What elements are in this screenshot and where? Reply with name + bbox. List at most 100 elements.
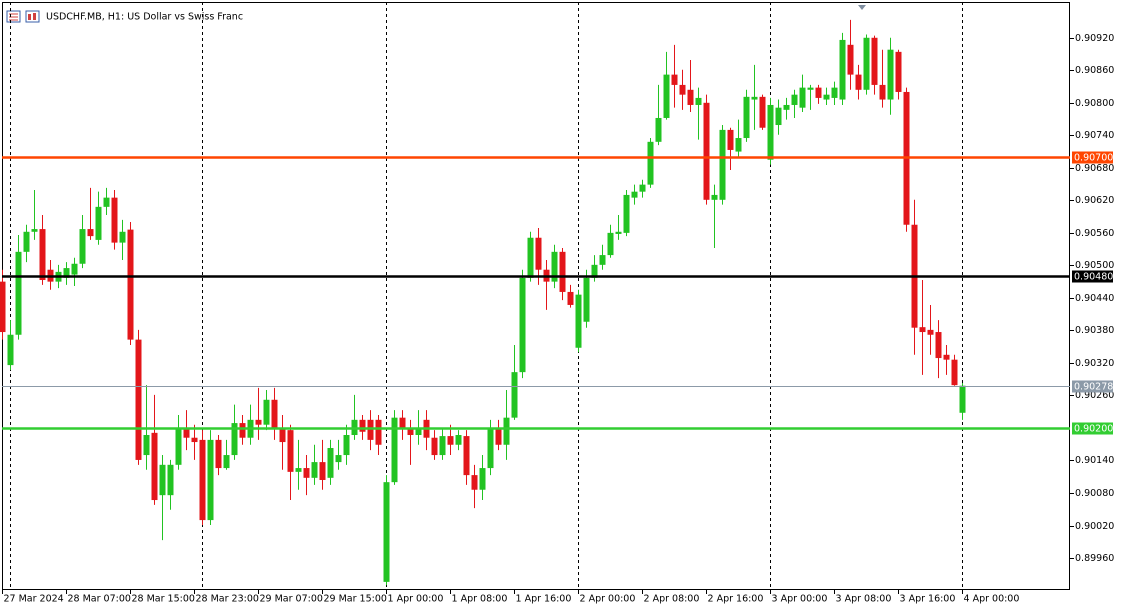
candle-body	[735, 138, 742, 152]
candle-body	[791, 94, 798, 105]
candle-body	[167, 464, 174, 496]
candle-body	[127, 229, 134, 340]
candle-body	[591, 264, 598, 278]
candle-body	[223, 455, 230, 469]
y-tick-label: 0.90680	[1075, 163, 1114, 174]
candle-body	[463, 436, 470, 476]
candle-body	[751, 96, 758, 100]
candle-body	[367, 419, 374, 440]
x-tick-label: 2 Apr 00:00	[580, 594, 636, 605]
candle-body	[327, 448, 334, 478]
candle-body	[359, 419, 366, 432]
candle-body	[783, 104, 790, 110]
candle-body	[871, 37, 878, 85]
candle-body	[319, 462, 326, 480]
y-tick-label: 0.90620	[1075, 195, 1114, 206]
level-label: 0.90700	[1074, 153, 1113, 164]
candle-body	[615, 231, 622, 234]
y-tick-label: 0.90320	[1075, 358, 1114, 369]
candle-body	[335, 455, 342, 463]
candle-body	[519, 277, 526, 373]
candle-body	[263, 399, 270, 425]
candle-body	[599, 255, 606, 265]
candle-body	[623, 194, 630, 233]
candle-body	[279, 427, 286, 443]
y-tick-label: 0.90080	[1075, 488, 1114, 499]
candle-body	[631, 191, 638, 198]
level-label: 0.90200	[1074, 424, 1113, 435]
candle-body	[111, 197, 118, 243]
level-label: 0.90278	[1074, 382, 1113, 393]
candle-body	[255, 419, 262, 425]
candle-body	[799, 87, 806, 108]
candle-body	[863, 37, 870, 90]
candle-body	[711, 194, 718, 200]
x-tick-label: 29 Mar 07:00	[260, 594, 323, 605]
candle-body	[607, 232, 614, 256]
candle-body	[959, 385, 966, 413]
candle-body	[479, 468, 486, 490]
level-label-box	[1072, 270, 1113, 283]
candle-body	[455, 435, 462, 445]
candle-body	[687, 89, 694, 105]
y-tick-label: 0.90740	[1075, 130, 1114, 141]
candle-body	[239, 423, 246, 438]
candle-body	[823, 94, 830, 100]
candle-body	[87, 229, 94, 237]
candle-body	[95, 206, 102, 240]
candle-body	[503, 417, 510, 445]
candle-body	[487, 427, 494, 469]
x-tick-label: 27 Mar 2024	[4, 594, 64, 605]
candle-body	[15, 251, 22, 335]
candle-body	[311, 462, 318, 478]
candle-body	[175, 427, 182, 465]
y-tick-label: 0.90920	[1075, 33, 1114, 44]
candle-body	[415, 427, 422, 436]
price-marker	[858, 5, 866, 10]
level-label-box	[1072, 422, 1113, 435]
candle-body	[847, 44, 854, 75]
candle-body	[471, 475, 478, 490]
candle-body	[679, 84, 686, 95]
candle-body	[215, 439, 222, 469]
candle-body	[647, 141, 654, 185]
candle-body	[639, 184, 646, 192]
candle-body	[495, 427, 502, 445]
candle-body	[719, 129, 726, 200]
x-tick-label: 3 Apr 08:00	[836, 594, 892, 605]
candle-body	[135, 339, 142, 460]
y-tick-label: 0.90440	[1075, 293, 1114, 304]
candle-body	[39, 229, 46, 281]
candle-body	[663, 74, 670, 118]
candle-body	[583, 277, 590, 322]
candle-body	[655, 117, 662, 142]
x-tick-label: 29 Mar 15:00	[324, 594, 387, 605]
candle-body	[919, 327, 926, 333]
candle-body	[191, 437, 198, 443]
candle-body	[71, 263, 78, 275]
candle-body	[159, 464, 166, 496]
x-tick-label: 28 Mar 23:00	[196, 594, 259, 605]
candle-body	[151, 432, 158, 501]
candle-body	[527, 237, 534, 278]
candle-body	[703, 102, 710, 200]
candle-body	[23, 231, 30, 252]
candle-body	[199, 439, 206, 521]
candle-body	[775, 107, 782, 126]
chart-title: USDCHF.MB, H1: US Dollar vs Swiss Franc	[46, 12, 243, 23]
candle-body	[407, 427, 414, 436]
y-tick-label: 0.90800	[1075, 98, 1114, 109]
candle-body	[143, 435, 150, 456]
candle-body	[375, 419, 382, 445]
candle-body	[103, 197, 110, 207]
y-tick-label: 0.90260	[1075, 390, 1114, 401]
candle-body	[7, 334, 14, 366]
candle-body	[815, 87, 822, 98]
candle-body	[759, 96, 766, 128]
candle-body	[271, 399, 278, 428]
x-tick-label: 28 Mar 07:00	[68, 594, 131, 605]
y-tick-label: 0.90500	[1075, 260, 1114, 271]
y-tick-label: 0.89960	[1075, 553, 1114, 564]
y-tick-label: 0.90020	[1075, 521, 1114, 532]
